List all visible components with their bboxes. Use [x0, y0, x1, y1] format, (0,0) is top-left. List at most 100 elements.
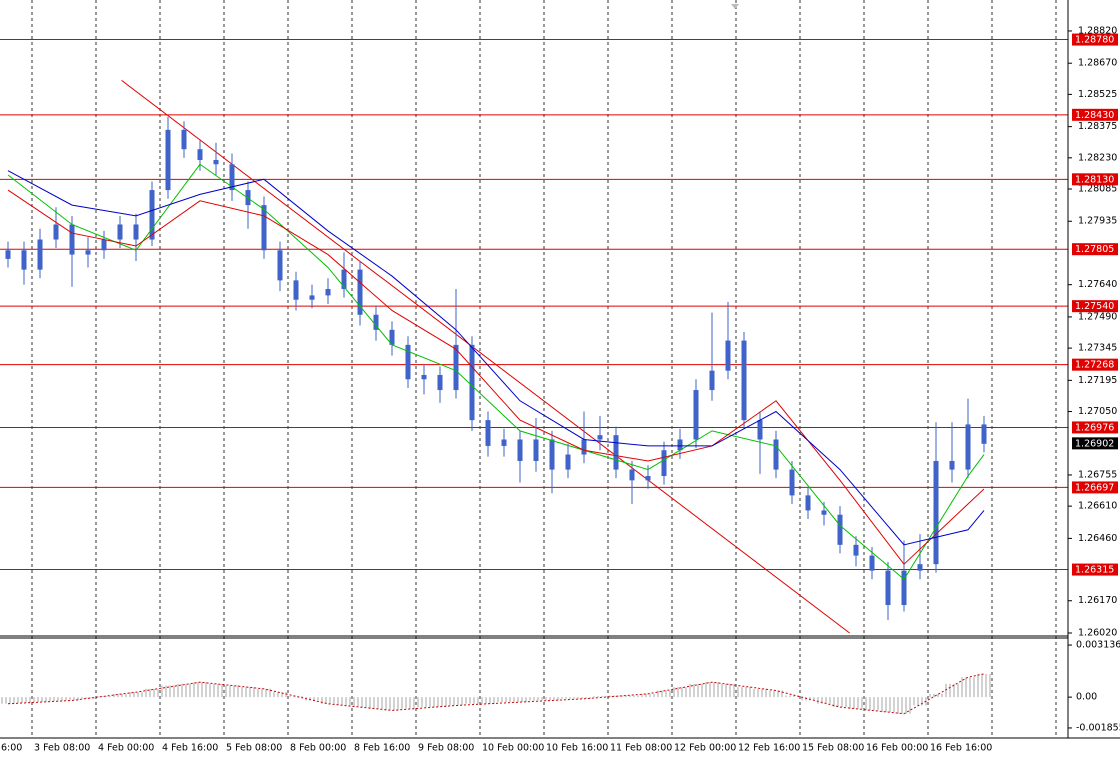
level-label: 1.26315: [1075, 565, 1114, 576]
level-label-box: [1072, 300, 1118, 313]
candle-body: [101, 239, 107, 251]
candle-body: [965, 424, 971, 470]
level-label: 1.28130: [1075, 174, 1114, 185]
x-tick-label: 8 Feb 00:00: [290, 743, 346, 754]
candle-body: [709, 370, 715, 391]
y-tick-label: 1.27050: [1078, 406, 1117, 417]
candle-body: [501, 439, 507, 446]
candle-body: [149, 190, 155, 240]
level-label: 1.27268: [1075, 360, 1114, 371]
level-label-box: [1072, 358, 1118, 371]
candle-body: [53, 224, 59, 240]
y-tick-label: 1.26020: [1078, 627, 1117, 638]
candle-body: [197, 149, 203, 160]
y-tick-label: 1.28820: [1078, 25, 1117, 36]
candle-body: [261, 205, 267, 251]
y-tick-label: -0.001855: [1076, 722, 1120, 733]
candle-body: [693, 390, 699, 440]
x-tick-label: 9 Feb 08:00: [418, 743, 474, 754]
y-tick-label: 1.28670: [1078, 58, 1117, 69]
candle-body: [341, 269, 347, 289]
candle-body: [309, 295, 315, 300]
candle-body: [213, 159, 219, 165]
candle-body: [981, 424, 987, 444]
candle-body: [277, 250, 283, 281]
candle-body: [933, 460, 939, 565]
candle-body: [837, 514, 843, 545]
y-tick-label: 1.28085: [1078, 183, 1117, 194]
candle-body: [597, 435, 603, 440]
candle-body: [437, 374, 443, 391]
moving-average: [7, 170, 985, 546]
candle-body: [229, 164, 235, 191]
current-price-label: 1.26902: [1075, 438, 1114, 449]
y-tick-label: 0.003136: [1076, 640, 1120, 651]
level-label: 1.27805: [1075, 244, 1114, 255]
candle-body: [469, 344, 475, 421]
candle-body: [725, 340, 731, 371]
moving-average: [7, 189, 985, 565]
candle-body: [133, 224, 139, 240]
candle-body: [629, 469, 635, 481]
candle-body: [677, 439, 683, 451]
candle-body: [885, 570, 891, 606]
y-tick-label: 1.27345: [1078, 343, 1117, 354]
level-label-box: [1072, 108, 1118, 121]
candle-body: [37, 239, 43, 270]
candle-body: [581, 439, 587, 455]
candle-body: [389, 329, 395, 345]
candle-body: [789, 469, 795, 496]
candle-body: [821, 510, 827, 515]
shift-marker: [731, 4, 739, 9]
grid: [31, 0, 1057, 738]
candle-body: [117, 224, 123, 240]
candle-body: [325, 288, 331, 296]
oscillator-plot: [1, 673, 991, 715]
candle-body: [661, 450, 667, 477]
candle-body: [293, 280, 299, 300]
x-tick-label: 4 Feb 16:00: [162, 743, 218, 754]
y-tick-label: 1.28375: [1078, 121, 1117, 132]
level-label: 1.28430: [1075, 110, 1114, 121]
y-tick-label: 1.26755: [1078, 469, 1117, 480]
candle-body: [757, 420, 763, 440]
candle-body: [917, 564, 923, 571]
candle-body: [517, 439, 523, 461]
main-plot: [0, 39, 1068, 634]
x-tick-label: 3 Feb 08:00: [34, 743, 90, 754]
candle-body: [21, 250, 27, 270]
level-label-box: [1072, 481, 1118, 494]
current-price-box: [1072, 437, 1118, 450]
y-tick-label: 1.27195: [1078, 375, 1117, 386]
moving-average: [7, 163, 985, 580]
candle-body: [805, 495, 811, 511]
x-tick-label: 10 Feb 16:00: [546, 743, 608, 754]
x-tick-label: 6:00: [1, 743, 22, 754]
x-tick-label: 16 Feb 16:00: [930, 743, 992, 754]
signal-line: [7, 673, 985, 715]
candle-body: [453, 344, 459, 391]
candle-body: [901, 570, 907, 606]
x-tick-label: 10 Feb 00:00: [482, 743, 544, 754]
y-tick-label: 1.27640: [1078, 279, 1117, 290]
x-tick-label: 12 Feb 16:00: [738, 743, 800, 754]
candle-body: [645, 476, 651, 481]
x-tick-label: 11 Feb 08:00: [610, 743, 672, 754]
level-label: 1.26976: [1075, 422, 1114, 433]
x-tick-label: 8 Feb 16:00: [354, 743, 410, 754]
candle-body: [181, 129, 187, 150]
level-label: 1.26697: [1075, 482, 1114, 493]
x-tick-label: 4 Feb 00:00: [98, 743, 154, 754]
level-label-box: [1072, 173, 1118, 186]
candle-body: [85, 250, 91, 255]
y-tick-label: 1.26460: [1078, 533, 1117, 544]
candle-body: [773, 439, 779, 470]
candle-body: [565, 454, 571, 470]
y-tick-label: 1.26610: [1078, 501, 1117, 512]
candle-body: [485, 420, 491, 446]
candle-body: [421, 374, 427, 380]
y-tick-label: 1.28525: [1078, 89, 1117, 100]
